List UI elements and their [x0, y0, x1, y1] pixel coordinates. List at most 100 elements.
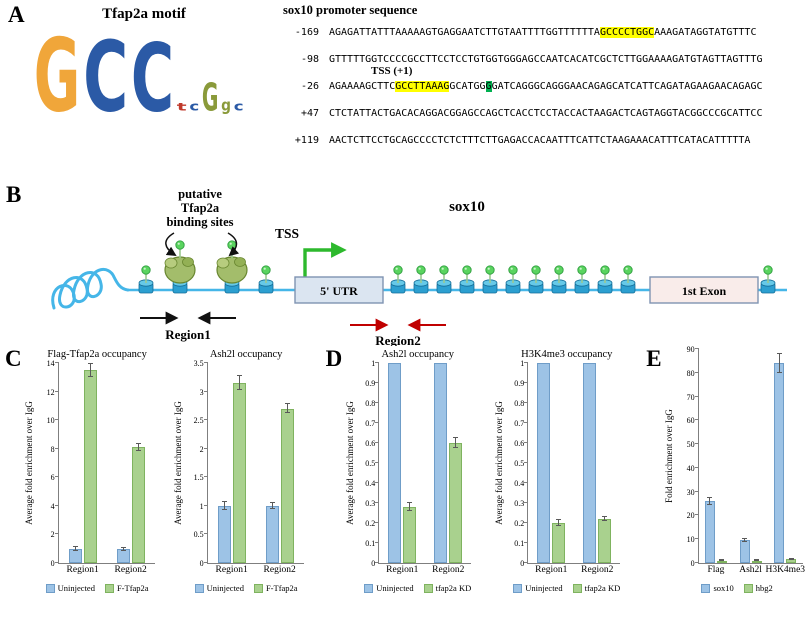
- bar-Uninjected-Region1: [388, 363, 402, 563]
- logo-letter-G: G: [202, 76, 219, 120]
- sequence-text: AGAGATTATTTAAAAAGTGAGGAATCTTGTAATTTTGGTT…: [329, 27, 757, 38]
- chart-title: H3K4me3 occupancy: [521, 349, 613, 360]
- logo-letter-c: c: [189, 100, 199, 114]
- legend-item-Uninjected: Uninjected: [513, 583, 563, 593]
- y-axis-ticks: 0 2 4 6 8 10 12 14: [46, 359, 55, 568]
- exon-box: 1st Exon: [649, 276, 759, 304]
- y-axis-label: Average fold enrichment over IgG: [24, 401, 35, 525]
- legend-swatch: [423, 583, 433, 593]
- legend-swatch: [194, 583, 204, 593]
- binding-sites-label-line2: Tfap2a: [181, 201, 220, 215]
- legend-item-Uninjected: Uninjected: [45, 583, 95, 593]
- sequence-text: AGAAAAGCTTCGCCTTAAAGGCATGGGGATCAGGGCAGGG…: [329, 81, 763, 92]
- legend-swatch: [45, 583, 55, 593]
- chart-legend: Uninjected F-Tfap2a: [172, 583, 321, 593]
- logo-letter-c: c: [234, 100, 244, 114]
- sequence-position: -98: [300, 54, 319, 65]
- binding-site-arrow-right: [227, 232, 240, 257]
- x-category-label: H3K4me3: [765, 565, 806, 575]
- bar-sox10-H3K4me3: [774, 363, 785, 563]
- dna-coil: [51, 268, 130, 310]
- legend-item-Uninjected: Uninjected: [194, 583, 244, 593]
- y-axis-ticks: 0 0.1 0.2 0.3 0.4 0.5 0.6 0.7 0.8 0.9 1: [514, 359, 525, 568]
- legend-item-tfap2a-KD: tfap2a KD: [423, 583, 471, 593]
- x-category-label: Region2: [581, 565, 614, 575]
- bar-sox10-Flag: [704, 501, 715, 563]
- chart-legend: Uninjected F-Tfap2a: [23, 583, 172, 593]
- panel-b: B: [0, 178, 807, 346]
- legend-swatch: [701, 583, 711, 593]
- chart-h3k4me3-occupancy: H3K4me3 occupancy Average fold enrichment…: [492, 348, 641, 593]
- sequence-position: -169: [294, 27, 319, 38]
- sequence-row: -98 GTTTTTGGTCCCCGCCTTCCTCCTGTGGTGGGAGCCA…: [283, 53, 805, 66]
- x-category-label: Region2: [114, 565, 147, 575]
- legend-swatch: [104, 583, 114, 593]
- region2-label: Region2: [375, 333, 421, 346]
- exon-label: 1st Exon: [682, 284, 727, 298]
- x-category-label: Ash2l: [739, 565, 762, 575]
- legend-item-hbg2: hbg2: [743, 583, 773, 593]
- yellow-highlight: GCCTTAAAG: [395, 81, 450, 92]
- sequence-text: AACTCTTCCTGCAGCCCCTCTCTTTCTTGAGACCACAATT…: [329, 135, 751, 146]
- x-category-label: Region1: [535, 565, 568, 575]
- bar-F-Tfap2a-Region1: [232, 383, 246, 563]
- logo-letter-t: t: [177, 101, 187, 114]
- region1-label: Region1: [165, 327, 211, 342]
- bar-hbg2-Flag: [716, 560, 727, 563]
- plot-area: [203, 362, 304, 564]
- bar-Uninjected-Region2: [265, 505, 279, 563]
- utr-box: 5' UTR: [294, 276, 384, 304]
- bar-F-Tfap2a-Region1: [83, 370, 97, 563]
- sequence-row: -169 AGAGATTATTTAAAAAGTGAGGAATCTTGTAATTTT…: [283, 26, 805, 39]
- green-highlight: G: [485, 81, 492, 92]
- utr-label: 5' UTR: [320, 284, 358, 298]
- plot-area: [694, 348, 803, 564]
- panel-b-label: B: [6, 182, 22, 207]
- panel-d-label: D: [325, 346, 343, 371]
- binding-sites-label-line3: binding sites: [166, 215, 233, 229]
- bar-Uninjected-Region1: [68, 548, 82, 563]
- legend-swatch: [743, 583, 753, 593]
- x-category-label: Region1: [66, 565, 99, 575]
- chart-legend: Uninjected tfap2a KD: [492, 583, 641, 593]
- legend-item-sox10: sox10: [701, 583, 734, 593]
- sequence-position: +47: [300, 108, 319, 119]
- y-axis-label: Average fold enrichment over IgG: [344, 401, 355, 525]
- y-axis-label: Average fold enrichment over IgG: [493, 401, 504, 525]
- chart-flag-tfap2a-occupancy: Flag-Tfap2a occupancy Average fold enrich…: [23, 348, 172, 593]
- legend-swatch: [364, 583, 374, 593]
- panel-e-label: E: [646, 346, 662, 371]
- tss-arrow: [303, 242, 347, 284]
- x-category-label: Flag: [707, 565, 725, 575]
- chart-fold-enrichment-loci: Fold enrichment over IgG 0 10 20 30 40 50 60 70 8…: [663, 345, 807, 593]
- legend-swatch: [572, 583, 582, 593]
- sequence-row: +119 AACTCTTCCTGCAGCCCCTCTCTTTCTTGAGACCAC…: [283, 134, 805, 147]
- x-category-label: Region1: [386, 565, 419, 575]
- legend-item-Uninjected: Uninjected: [364, 583, 414, 593]
- y-axis-label: Average fold enrichment over IgG: [173, 401, 184, 525]
- panel-a-label: A: [8, 2, 25, 27]
- legend-item-F-Tfap2a: F-Tfap2a: [104, 583, 149, 593]
- charts-row: C Flag-Tfap2a occupancy Average fold enri…: [0, 345, 807, 593]
- bar-tfap2a-KD-Region1: [552, 523, 566, 563]
- plot-area: [375, 362, 472, 564]
- sequence-lines: -169 AGAGATTATTTAAAAAGTGAGGAATCTTGTAATTTT…: [283, 26, 805, 147]
- x-category-label: Region1: [215, 565, 248, 575]
- x-category-label: Region2: [432, 565, 465, 575]
- logo-letter-C: C: [131, 27, 174, 127]
- legend-item-tfap2a-KD: tfap2a KD: [572, 583, 620, 593]
- binding-sites-label-line1: putative: [178, 187, 222, 201]
- plot-area: [54, 362, 155, 564]
- chromatin-diagram: putative Tfap2a binding sites TSS sox10 …: [51, 187, 787, 346]
- chart-title: Ash2l occupancy: [381, 349, 455, 360]
- chart-ash2l-occupancy-overexpression: Ash2l occupancy Average fold enrichment o…: [172, 348, 321, 593]
- chart-legend: sox10 hbg2: [663, 583, 807, 593]
- legend-swatch: [513, 583, 523, 593]
- y-axis-label: Fold enrichment over IgG: [664, 409, 675, 503]
- legend-item-F-Tfap2a: F-Tfap2a: [253, 583, 298, 593]
- sequence-text: GTTTTTGGTCCCCGCCTTCCTCCTGTGGTGGGAGCCAATC…: [329, 54, 763, 65]
- chart-legend: Uninjected tfap2a KD: [343, 583, 492, 593]
- gene-label: sox10: [449, 199, 485, 215]
- yellow-highlight: GCCCCTGGC: [599, 27, 655, 38]
